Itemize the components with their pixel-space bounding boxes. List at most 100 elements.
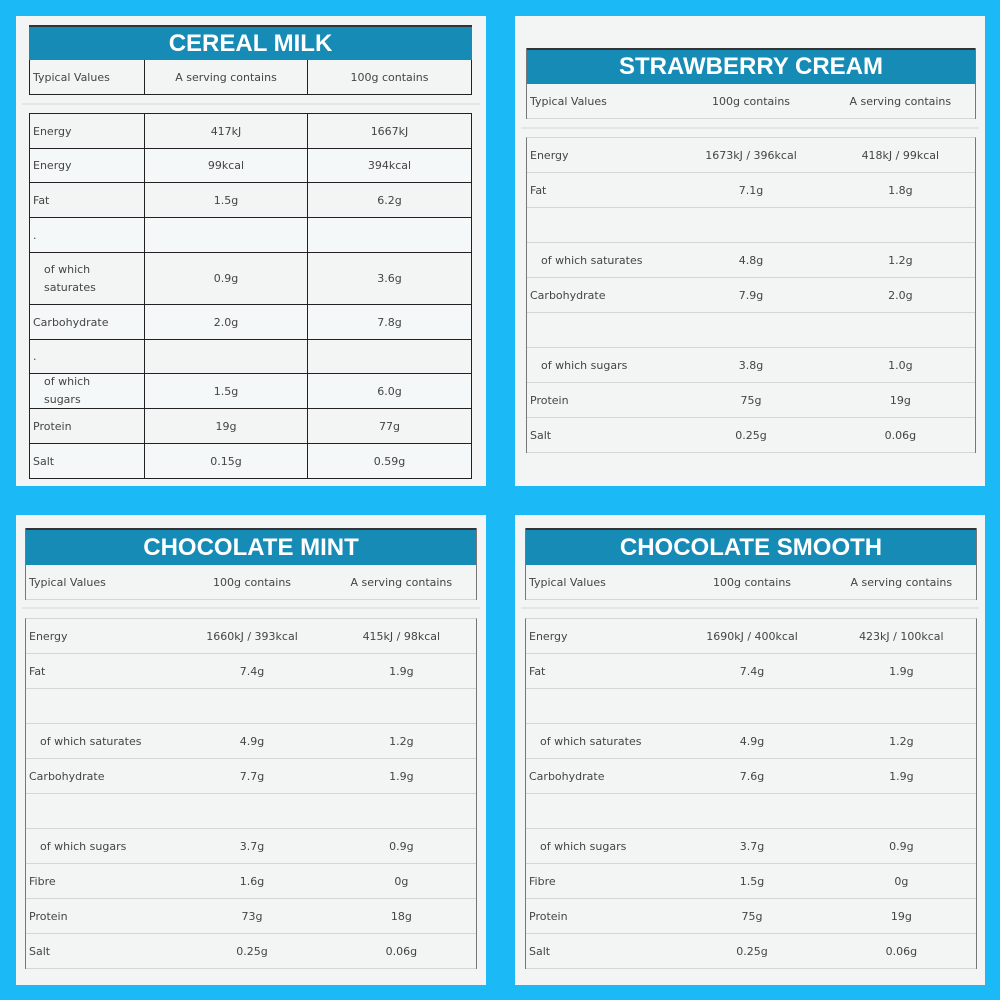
nutrient-label: Carbohydrate bbox=[29, 769, 105, 783]
nutrient-value bbox=[826, 208, 975, 242]
nutrient-label: Fat bbox=[529, 664, 546, 678]
table-row bbox=[526, 794, 976, 829]
nutrient-label: of which saturates bbox=[40, 734, 142, 748]
nutrient-value: 7.4g bbox=[239, 664, 265, 678]
table-row: Energy 99kcal 394kcal bbox=[29, 149, 472, 183]
nutrient-value: 0.59g bbox=[308, 444, 472, 478]
table-row bbox=[26, 689, 476, 724]
nutrient-label: Fat bbox=[530, 183, 547, 197]
nutrient-label bbox=[26, 794, 177, 828]
table-row: Energy 1673kJ / 396kcal 418kJ / 99kcal bbox=[527, 138, 975, 173]
nutrient-label: Fibre bbox=[529, 874, 556, 888]
nutrient-value: 0.06g bbox=[385, 944, 418, 958]
nutrient-value: 4.9g bbox=[239, 734, 265, 748]
nutrition-panel-chocolate-mint: CHOCOLATE MINT Typical Values 100g contain… bbox=[16, 515, 486, 985]
nutrient-value bbox=[145, 340, 308, 373]
nutrient-label: Fat bbox=[29, 183, 145, 217]
table-row: Carbohydrate 7.9g 2.0g bbox=[527, 278, 975, 313]
table-header: CEREAL MILK Typical Values A serving conta… bbox=[29, 25, 472, 95]
nutrient-value: 7.6g bbox=[739, 769, 765, 783]
table-row: Salt 0.25g 0.06g bbox=[26, 934, 476, 969]
nutrient-value: 6.0g bbox=[308, 374, 472, 408]
nutrient-label: Fibre bbox=[29, 874, 56, 888]
nutrient-value bbox=[676, 313, 825, 347]
table-header: CHOCOLATE SMOOTH Typical Values 100g conta… bbox=[525, 528, 977, 600]
nutrient-value: 1660kJ / 393kcal bbox=[206, 629, 298, 643]
nutrient-value: 0.25g bbox=[736, 944, 768, 958]
nutrient-label: Protein bbox=[530, 393, 569, 407]
nutrient-value: 3.6g bbox=[308, 253, 472, 304]
nutrient-value: 19g bbox=[889, 393, 911, 407]
nutrient-value: 1.9g bbox=[889, 769, 914, 783]
table-row: Energy 1660kJ / 393kcal 415kJ / 98kcal bbox=[26, 619, 476, 654]
column-header: 100g contains bbox=[712, 575, 792, 589]
column-header: A serving contains bbox=[849, 94, 952, 108]
nutrient-label: of which saturates bbox=[29, 253, 145, 304]
nutrient-value: 75g bbox=[741, 909, 763, 923]
nutrient-value bbox=[327, 689, 476, 723]
nutrient-value: 73g bbox=[241, 909, 263, 923]
nutrient-value: 1667kJ bbox=[308, 114, 472, 148]
nutrient-value: 77g bbox=[308, 409, 472, 443]
nutrient-value: 75g bbox=[740, 393, 762, 407]
table-row bbox=[527, 208, 975, 243]
nutrient-value: 7.9g bbox=[738, 288, 764, 302]
column-header: A serving contains bbox=[350, 575, 453, 589]
nutrient-value: 1.5g bbox=[145, 183, 308, 217]
nutrient-label: Salt bbox=[29, 444, 145, 478]
nutrient-value: 0.25g bbox=[735, 428, 767, 442]
nutrient-value: 1.2g bbox=[389, 734, 414, 748]
column-header-row: Typical Values A serving contains 100g con… bbox=[29, 60, 472, 95]
table-row: of which saturates 4.9g 1.2g bbox=[26, 724, 476, 759]
nutrient-label: Fat bbox=[29, 664, 46, 678]
nutrient-value: 0.9g bbox=[145, 253, 308, 304]
column-header: Typical Values bbox=[529, 575, 606, 589]
product-title: STRAWBERRY CREAM bbox=[527, 48, 975, 84]
divider bbox=[22, 103, 480, 105]
nutrient-label: . bbox=[29, 340, 145, 373]
nutrient-label: of which saturates bbox=[540, 734, 642, 748]
divider bbox=[521, 607, 979, 609]
nutrient-value bbox=[677, 794, 826, 828]
table-header: CHOCOLATE MINT Typical Values 100g contain… bbox=[25, 528, 477, 600]
nutrient-label bbox=[526, 689, 677, 723]
table-row: Protein 19g 77g bbox=[29, 409, 472, 444]
nutrient-label: Energy bbox=[29, 629, 68, 643]
table-row: Energy 1690kJ / 400kcal 423kJ / 100kcal bbox=[526, 619, 976, 654]
product-title: CHOCOLATE SMOOTH bbox=[526, 528, 976, 565]
column-header-row: Typical Values 100g contains A serving con… bbox=[526, 565, 976, 600]
nutrient-value bbox=[308, 340, 472, 373]
nutrient-value: 0g bbox=[894, 874, 909, 888]
nutrient-value bbox=[177, 689, 326, 723]
table-row: of which sugars 1.5g 6.0g bbox=[29, 374, 472, 409]
nutrient-value bbox=[827, 689, 976, 723]
table-row: Fibre 1.5g 0g bbox=[526, 864, 976, 899]
nutrition-table: Energy 1660kJ / 393kcal 415kJ / 98kcal Fat 7… bbox=[25, 618, 477, 969]
nutrient-label: . bbox=[29, 218, 145, 252]
table-row: of which sugars 3.7g 0.9g bbox=[526, 829, 976, 864]
nutrient-label: Carbohydrate bbox=[530, 288, 606, 302]
nutrient-value: 1.2g bbox=[889, 734, 914, 748]
nutrient-label bbox=[26, 689, 177, 723]
divider bbox=[22, 607, 480, 609]
nutrient-label: of which sugars bbox=[541, 358, 628, 372]
product-title: CHOCOLATE MINT bbox=[26, 528, 476, 565]
nutrient-label: Protein bbox=[29, 409, 145, 443]
table-row: Fat 7.1g 1.8g bbox=[527, 173, 975, 208]
nutrient-label bbox=[527, 313, 676, 347]
nutrient-label bbox=[526, 794, 677, 828]
nutrient-value: 394kcal bbox=[308, 149, 472, 182]
nutrition-table: Energy 1690kJ / 400kcal 423kJ / 100kcal Fat… bbox=[525, 618, 977, 969]
nutrient-value: 3.7g bbox=[239, 839, 265, 853]
table-row: Protein 73g 18g bbox=[26, 899, 476, 934]
nutrient-label: of which sugars bbox=[540, 839, 627, 853]
nutrient-value: 4.9g bbox=[739, 734, 765, 748]
table-row: of which saturates 4.9g 1.2g bbox=[526, 724, 976, 759]
nutrient-label: Carbohydrate bbox=[29, 305, 145, 339]
nutrient-value: 418kJ / 99kcal bbox=[861, 148, 940, 162]
table-row bbox=[26, 794, 476, 829]
table-row: . bbox=[29, 218, 472, 253]
column-header: Typical Values bbox=[29, 575, 106, 589]
nutrient-value: 3.7g bbox=[739, 839, 765, 853]
column-header: A serving contains bbox=[850, 575, 953, 589]
